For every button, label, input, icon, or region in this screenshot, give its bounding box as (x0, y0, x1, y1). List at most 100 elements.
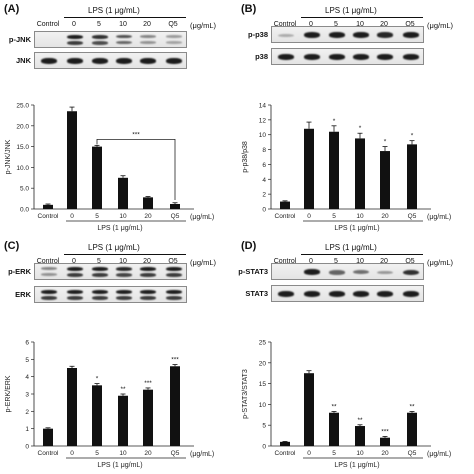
lane-label: 20 (380, 21, 388, 28)
western-blot-p-stat3 (271, 263, 424, 280)
y-tick-label: 3 (25, 392, 29, 399)
bar (67, 111, 77, 209)
lane-label: Q5 (405, 21, 415, 28)
y-tick-label: 0.0 (20, 207, 29, 214)
y-tick-label: 6 (25, 340, 29, 347)
blot-band (278, 54, 294, 60)
blot-band (116, 58, 132, 64)
lane-label: 0 (309, 258, 313, 265)
bar (280, 201, 290, 209)
western-blot-stat3 (271, 285, 424, 302)
x-tick-label: 10 (356, 213, 364, 220)
lane-label: Control (273, 21, 297, 28)
blot-band (67, 58, 83, 64)
x-tick-label: Q5 (171, 213, 180, 220)
lane-label: 10 (119, 258, 127, 265)
y-tick-label: 0 (262, 444, 266, 451)
blot-band (116, 267, 132, 271)
significance-marker: ** (357, 417, 363, 424)
significance-marker: ** (331, 403, 337, 410)
blot-band (116, 35, 132, 39)
western-blot-jnk (34, 52, 187, 69)
panel-a: (A) LPS (1 μg/mL) Control 0 5 10 20 Q5 (μg/mL) p-… (0, 0, 237, 237)
x-unit-label: (μg/mL) (427, 214, 451, 221)
blot-band (140, 273, 156, 277)
bracket-label: *** (132, 131, 140, 138)
y-tick-label: 1 (25, 426, 29, 433)
y-tick-label: 20 (259, 360, 267, 367)
x-tick-label: Control (275, 450, 297, 457)
y-tick-label: 20.0 (16, 123, 29, 130)
lane-label: 5 (334, 258, 338, 265)
blot-band (329, 54, 345, 60)
lane-label: 0 (309, 21, 313, 28)
bar-chart: 0 1 2 3 4 5 6 p-ERK/ERK Control 0 * 5 ** 10 *** 20 *** Q5… (5, 340, 214, 470)
blot-band (403, 291, 419, 297)
blot-band (140, 290, 156, 294)
blot-band (67, 267, 83, 271)
x-tick-label: 20 (144, 213, 152, 220)
lps-header: LPS (1 μg/mL) (325, 6, 377, 15)
lps-bracket-line (64, 254, 186, 255)
significance-marker: * (96, 376, 99, 383)
y-tick-label: 2 (262, 192, 266, 199)
blot-band (166, 296, 182, 300)
bar (170, 204, 180, 209)
y-tick-label: 25 (259, 340, 267, 347)
blot-band (140, 267, 156, 271)
bar (355, 138, 365, 209)
bar (407, 412, 417, 446)
blot-band (329, 291, 345, 297)
significance-marker: * (333, 118, 336, 125)
y-tick-label: 10 (259, 402, 267, 409)
x-tick-label: Q5 (408, 213, 417, 220)
x-axis-label: LPS (1 μg/mL) (97, 462, 142, 469)
x-tick-label: 20 (144, 450, 152, 457)
y-tick-label: 10 (259, 132, 267, 139)
y-tick-label: 0 (25, 444, 29, 451)
y-tick-label: 12 (259, 117, 267, 124)
blot-band (403, 54, 419, 60)
blot-band (166, 290, 182, 294)
x-tick-label: 10 (119, 213, 127, 220)
lane-label: Control (36, 21, 60, 28)
lane-label: Q5 (168, 21, 178, 28)
blot-band (278, 291, 294, 297)
blot-band (41, 296, 57, 300)
unit-label: (μg/mL) (190, 21, 216, 30)
blot-label: ERK (15, 290, 31, 299)
blot-band (166, 41, 182, 44)
unit-label: (μg/mL) (190, 258, 216, 267)
blot-label: p-p38 (247, 30, 268, 39)
blot-band (92, 58, 108, 64)
x-tick-label: 5 (95, 450, 99, 457)
bar (92, 146, 102, 209)
x-tick-label: 0 (70, 450, 74, 457)
bar (43, 428, 53, 446)
bar (92, 385, 102, 446)
blot-band (353, 32, 369, 38)
panel-b: (B) LPS (1 μg/mL) Control 0 5 10 20 Q5 (μg/mL) p-… (237, 0, 474, 237)
blot-band (116, 273, 132, 277)
blot-band (353, 54, 369, 60)
blot-band (92, 296, 108, 300)
significance-marker: *** (144, 380, 152, 387)
y-tick-label: 4 (262, 177, 266, 184)
panel-c: (C) LPS (1 μg/mL) Control 0 5 10 20 Q5 (μg/mL) p-… (0, 237, 237, 474)
lps-bracket-line (301, 17, 423, 18)
y-tick-label: 4 (25, 374, 29, 381)
x-tick-label: Q5 (408, 450, 417, 457)
x-unit-label: (μg/mL) (190, 214, 214, 221)
bar (170, 366, 180, 446)
lane-label: 20 (380, 258, 388, 265)
blot-band (41, 290, 57, 294)
blot-band (377, 291, 393, 297)
y-axis-label: p-p38/p38 (242, 141, 249, 173)
x-tick-label: 10 (356, 450, 364, 457)
blot-band (377, 54, 393, 60)
y-tick-label: 5 (262, 423, 266, 430)
bar-chart: 0 2 4 6 8 10 12 14 p-p38/p38 Control 0 * 5 * 10 * 20 * Q5 L… (242, 103, 451, 233)
blot-band (41, 267, 57, 270)
lps-bracket-line (64, 17, 186, 18)
panel-d: (D) LPS (1 μg/mL) Control 0 5 10 20 Q5 (μg/mL) p-… (237, 237, 474, 474)
